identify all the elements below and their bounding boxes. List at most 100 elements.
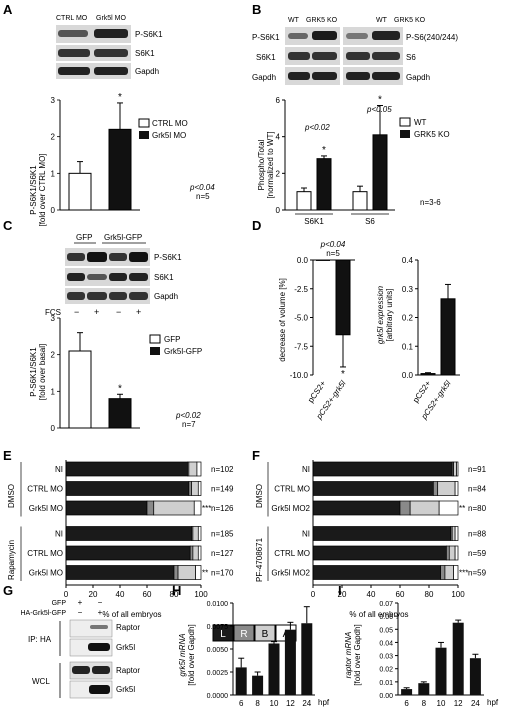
sign: − <box>78 608 83 617</box>
y-tick-label: 0.3 <box>402 285 414 294</box>
y-tick-label: 2 <box>51 133 56 142</box>
y-tick-label: 1 <box>51 169 56 178</box>
panel-letter-g: G <box>3 583 13 598</box>
bar <box>296 191 312 211</box>
legend-label: GRK5 KO <box>414 130 450 139</box>
row-label: NI <box>55 465 63 474</box>
bar <box>108 398 132 429</box>
stats-p: p<0.02 <box>304 123 330 132</box>
y-tick-label: 0.02 <box>379 667 393 674</box>
y-tick-label: 0.0 <box>402 371 414 380</box>
stacked-segment <box>65 481 190 496</box>
panel-letter-h: H <box>172 583 181 598</box>
bar <box>68 172 92 211</box>
y-axis-label: grk5l mRNA <box>178 633 187 676</box>
row-label: NI <box>302 465 310 474</box>
blot-band <box>129 273 148 281</box>
x-tick-label: 20 <box>89 590 98 599</box>
stacked-segment <box>192 526 199 541</box>
fcs-sign: + <box>136 307 141 317</box>
blot-band <box>346 72 370 80</box>
stacked-segment <box>146 500 155 516</box>
blot-band <box>89 685 110 694</box>
y-tick-label: 0.2 <box>402 314 414 323</box>
row-label: HA-Grk5l-GFP <box>21 610 67 617</box>
row-label: CTRL MO <box>274 485 310 494</box>
blot-band <box>346 52 370 60</box>
blot-band <box>372 72 400 80</box>
blot-band <box>94 49 128 57</box>
y-tick-label: -10.0 <box>290 371 309 380</box>
legend-swatch <box>400 130 410 138</box>
row-label: Grk5l MO2 <box>271 504 310 513</box>
y-axis-label: P-S6K1/S6K1 <box>29 347 38 397</box>
bar <box>401 689 413 695</box>
row-label: CTRL MO <box>27 549 63 558</box>
y-tick-label: -7.5 <box>294 342 308 351</box>
fcs-sign: − <box>116 307 121 317</box>
x-tick-label: 100 <box>194 590 208 599</box>
panel-b-blot: WT GRK5 KO WT GRK5 KO P-S6K1 S6K1 Gapdh … <box>252 17 458 85</box>
y-tick-label: 0.0075 <box>207 624 229 631</box>
stats-n: n=3-6 <box>420 198 441 207</box>
blot-band <box>372 52 400 60</box>
legend-label: Grk5l MO <box>152 131 186 140</box>
significance-star: * <box>322 145 326 156</box>
blot-band <box>346 33 368 39</box>
y-tick-label: 6 <box>276 96 281 105</box>
panel-letter-b: B <box>252 2 261 17</box>
significance-star: ** <box>459 504 465 513</box>
row-label: NI <box>55 530 63 539</box>
panel-f-chart: NI n=91 CTRL MO n=84 Grk5l MO2 n=80** NI n=88 CT… <box>267 460 487 599</box>
stacked-segment <box>188 481 192 496</box>
bar <box>252 675 264 695</box>
y-tick-label: 0.05 <box>379 627 393 634</box>
n-label: n=126 <box>211 504 234 513</box>
bar <box>316 260 330 261</box>
stacked-segment <box>188 461 198 477</box>
blot-strip <box>65 248 150 266</box>
n-label: n=149 <box>211 485 234 494</box>
y-tick-label: 2 <box>51 351 56 360</box>
y-tick-label: 0 <box>51 206 56 215</box>
blot-band <box>288 52 310 60</box>
stacked-segment <box>454 545 459 561</box>
blot-label: P-S6K1 <box>154 253 182 262</box>
row-label: Grk5l MO2 <box>271 569 310 578</box>
significance-star: ** <box>202 569 208 578</box>
panel-letter-f: F <box>252 448 260 463</box>
y-tick-label: 0 <box>276 206 281 215</box>
y-axis-label: [fold over Gapdh] <box>187 624 196 685</box>
y-axis-label: [fold over basal] <box>38 344 47 400</box>
blot-band <box>288 72 310 80</box>
panel-d-left-chart: 0.0-2.5-5.0-7.5-10.0 *pCS2+pCS2+-grk5l <box>290 256 355 422</box>
stacked-segment <box>438 500 459 516</box>
legend-key-r <box>233 624 255 642</box>
sign: − <box>98 598 103 607</box>
stacked-segment <box>456 461 459 477</box>
x-tick-label: 8 <box>422 699 427 708</box>
stacked-segment <box>399 500 411 516</box>
blot-header: WT <box>288 17 300 24</box>
y-axis-label: [fold over Gapdh] <box>353 624 362 685</box>
x-tick-label: 100 <box>451 590 465 599</box>
y-axis-label: decrease of volume [%] <box>278 278 287 362</box>
sign: + <box>98 608 103 617</box>
panel-g-blot: GFP HA-Grk5l-GFP + − − + IP: HA WCL Rapt… <box>21 598 140 699</box>
stacked-segment <box>197 526 202 541</box>
blot-label: P-S6K1 <box>252 33 280 42</box>
y-tick-label: 0 <box>51 424 56 433</box>
blot-band <box>87 292 107 300</box>
panel-c-blot: GFP Grk5l-GFP P-S6K1 S6K1 Gapdh FCS − + … <box>45 233 182 317</box>
y-axis-label: [fold over CTRL MO] <box>38 153 47 226</box>
n-label: n=91 <box>468 465 487 474</box>
row-label: Grk5l MO <box>29 504 63 513</box>
panel-a-blot: CTRL MO Grk5l MO P-S6K1 S6K1 Gapdh <box>56 15 163 79</box>
x-tick-label: 40 <box>367 590 376 599</box>
row-label: Grk5l MO <box>29 569 63 578</box>
y-axis-label: [normalized to WT] <box>266 131 275 198</box>
y-tick-label: 0.01 <box>379 680 393 687</box>
legend-swatch <box>138 118 150 128</box>
significance-star: * <box>341 369 345 380</box>
stacked-segment <box>173 565 179 580</box>
